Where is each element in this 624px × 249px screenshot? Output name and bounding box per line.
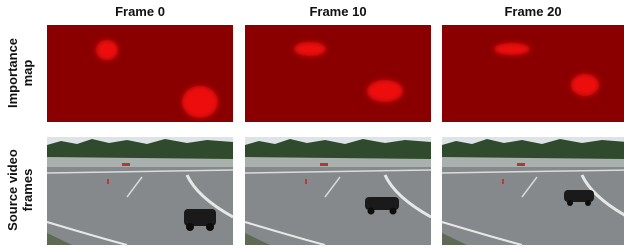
importance-blob (96, 40, 118, 60)
row-label: Importance map (5, 23, 35, 123)
importance-map (245, 25, 431, 122)
importance-blob (367, 80, 403, 102)
column-title: Frame 0 (47, 4, 233, 19)
importance-blob (494, 43, 530, 55)
video-frame (47, 137, 233, 245)
row-label: Source video frames (5, 140, 35, 240)
panels (0, 0, 624, 249)
video-frames (47, 137, 624, 245)
video-frame (442, 137, 624, 245)
figure: Frame 0 Frame 10 Frame 20 Importance map… (0, 0, 624, 249)
column-title: Frame 10 (245, 4, 431, 19)
importance-map (442, 25, 624, 122)
importance-blob (571, 74, 599, 96)
importance-blob (182, 86, 218, 118)
importance-blob (294, 42, 326, 56)
importance-maps (47, 25, 624, 122)
column-title: Frame 20 (440, 4, 624, 19)
video-frame (245, 137, 431, 245)
